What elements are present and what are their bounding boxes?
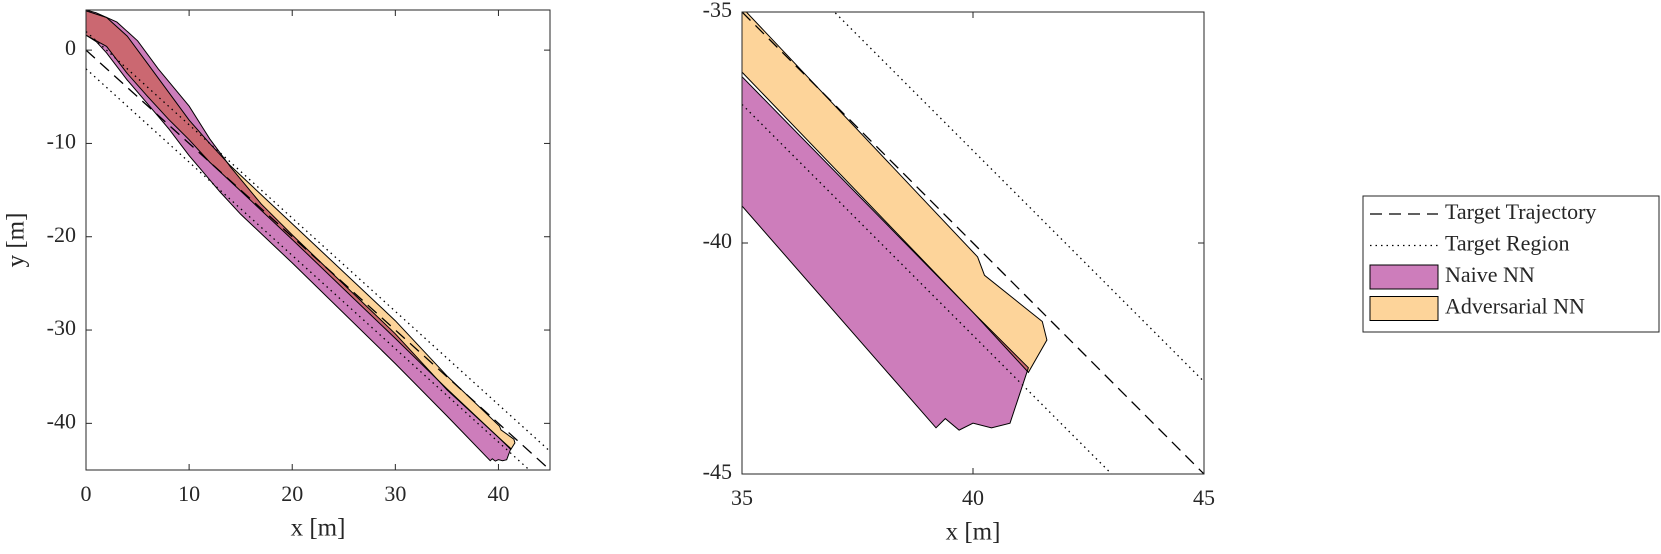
x-axis-label: x [m] (946, 519, 1001, 546)
x-tick-label: 0 (81, 481, 92, 506)
legend-label: Target Trajectory (1445, 199, 1596, 224)
legend-swatch (1369, 296, 1439, 321)
y-tick-label: -40 (703, 228, 732, 253)
y-axis-label: y [m] (3, 213, 30, 268)
x-tick-label: 40 (487, 481, 509, 506)
region (742, 75, 1029, 431)
region (742, 12, 1048, 374)
y-tick-label: -20 (47, 222, 76, 247)
legend-label: Naive NN (1445, 262, 1535, 287)
legend-box (1362, 195, 1660, 333)
x-tick-label: 30 (384, 481, 406, 506)
y-tick-label: -30 (47, 315, 76, 340)
legend-swatch (1369, 264, 1439, 290)
y-tick-label: 0 (65, 35, 76, 60)
region (86, 10, 516, 451)
line (742, 12, 1204, 474)
region (86, 10, 512, 462)
y-tick-label: -40 (47, 408, 76, 433)
plot-area (86, 10, 550, 470)
x-axis-label: x [m] (291, 515, 346, 542)
legend-label: Adversarial NN (1445, 294, 1585, 319)
plot-area (742, 12, 1204, 474)
x-tick-label: 45 (1193, 485, 1215, 510)
x-tick-label: 40 (962, 485, 984, 510)
x-tick-label: 10 (178, 481, 200, 506)
axes-box (85, 9, 551, 471)
y-tick-label: -10 (47, 128, 76, 153)
y-tick-label: -35 (703, 0, 732, 22)
line (86, 49, 550, 470)
legend-label: Target Region (1445, 231, 1570, 256)
x-tick-label: 35 (731, 485, 753, 510)
x-tick-label: 20 (281, 481, 303, 506)
y-tick-label: -45 (703, 459, 732, 484)
line (86, 31, 550, 452)
